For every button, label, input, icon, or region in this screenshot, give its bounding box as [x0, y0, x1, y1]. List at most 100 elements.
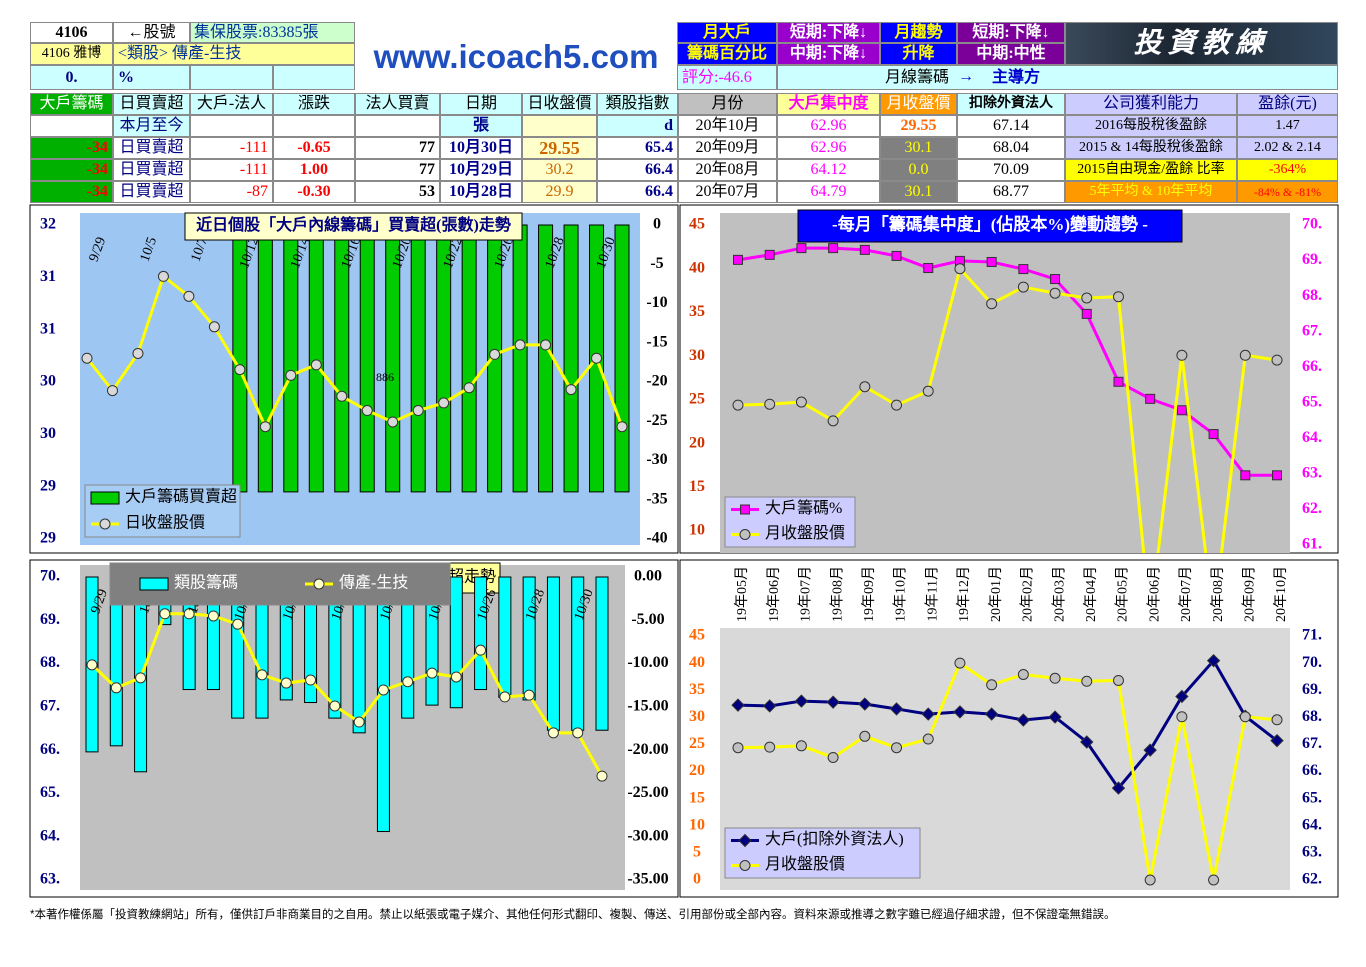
- x-tick-label: 19年09月: [861, 566, 877, 622]
- table-cell: 大戶籌碼: [30, 93, 113, 115]
- tick-label: 68.: [1302, 708, 1322, 725]
- point: [207, 610, 219, 622]
- table-cell: 30.1: [880, 137, 957, 159]
- tick-label: 30: [40, 425, 56, 442]
- point: [1081, 292, 1093, 304]
- table-cell: 扣除外資法人: [957, 93, 1065, 115]
- point: [280, 677, 292, 689]
- tick-label: 66.: [1302, 762, 1322, 779]
- bar: [461, 224, 477, 493]
- tick-label: 64.: [40, 827, 60, 844]
- table-cell: 20年08月: [678, 159, 777, 181]
- bar: [498, 576, 512, 698]
- point: [828, 243, 839, 254]
- chart-title: -每月「籌碼集中度」(佔股本%)變動趨勢 -: [832, 214, 1148, 234]
- legend-marker: [738, 833, 752, 848]
- point: [986, 679, 998, 691]
- point: [1271, 714, 1283, 726]
- holdings: 集保股票:83385張: [190, 22, 355, 43]
- point: [183, 608, 195, 620]
- point: [954, 263, 966, 275]
- tick-label: 63.: [1302, 844, 1322, 861]
- tick-label: 29: [40, 530, 56, 547]
- point: [891, 399, 903, 411]
- table-cell: 1.00: [273, 159, 355, 181]
- table-cell: 30.2: [522, 159, 597, 181]
- tick-label: 31: [40, 320, 56, 337]
- bar: [595, 576, 609, 731]
- table-cell: 65.4: [597, 137, 678, 159]
- tick-label: 15: [689, 789, 705, 806]
- point: [1176, 711, 1188, 723]
- tick-label: 40: [689, 654, 705, 671]
- tick-label: 65.: [1302, 789, 1322, 806]
- point: [921, 707, 935, 721]
- point: [1016, 713, 1031, 727]
- line: [90, 612, 604, 777]
- point: [310, 359, 322, 371]
- tick-label: 62.: [1302, 871, 1322, 888]
- table-cell: -34: [30, 159, 113, 181]
- x-tick-label: 19年06月: [766, 566, 782, 622]
- point: [1272, 470, 1282, 481]
- big-holder-label: 籌碼百分比: [677, 43, 777, 65]
- point: [1145, 393, 1156, 404]
- point: [540, 339, 552, 351]
- point: [732, 399, 744, 411]
- tick-label: -5.00: [631, 611, 664, 628]
- table-cell: 68.04: [957, 137, 1065, 159]
- point: [106, 385, 118, 397]
- table-cell: d: [597, 115, 678, 137]
- point: [1144, 874, 1156, 886]
- point: [1240, 470, 1251, 481]
- table-cell: 64.79: [777, 181, 880, 203]
- point: [1239, 349, 1251, 361]
- point: [859, 381, 871, 393]
- point: [1081, 675, 1093, 687]
- point: [1175, 689, 1189, 704]
- point: [463, 382, 475, 394]
- point: [208, 321, 220, 333]
- pct-unit: %: [113, 65, 190, 90]
- table-cell: 10月30日: [440, 137, 522, 159]
- blank-cell: [273, 65, 355, 90]
- tick-label: 30: [689, 708, 705, 725]
- point: [499, 691, 511, 703]
- point: [1080, 735, 1094, 749]
- point: [387, 416, 399, 428]
- table-cell: 64.12: [777, 159, 880, 181]
- table-cell: [522, 115, 597, 137]
- table-cell: -87: [190, 181, 273, 203]
- legend-marker: [739, 529, 751, 540]
- table-cell: [273, 115, 355, 137]
- point: [1017, 281, 1029, 293]
- table-cell: 類股指數: [597, 93, 678, 115]
- tick-label: 40: [689, 259, 705, 276]
- point: [157, 270, 169, 282]
- leader: 主導方: [992, 69, 1041, 86]
- point: [1206, 653, 1221, 668]
- table-cell: -34: [30, 181, 113, 203]
- table-cell: -34: [30, 137, 113, 159]
- point: [572, 727, 584, 739]
- x-tick-label: 20年04月: [1083, 566, 1099, 622]
- table-cell: 日收盤價: [522, 93, 597, 115]
- plot-area: [720, 213, 1290, 553]
- tick-label: 45: [689, 216, 705, 233]
- point: [353, 716, 365, 728]
- tick-label: 30: [40, 373, 56, 390]
- point: [1048, 710, 1062, 724]
- table-cell: 大戶-法人: [190, 93, 273, 115]
- line: [737, 265, 1278, 553]
- table-cell: -0.30: [273, 181, 355, 203]
- table-cell: 月份: [678, 93, 777, 115]
- x-tick-label: 20年05月: [1115, 566, 1131, 622]
- tick-label: 64.: [1302, 816, 1322, 833]
- legend-label: 月收盤股價: [765, 524, 845, 542]
- table-cell: 5年平均 & 10年平均: [1065, 181, 1237, 203]
- series-group: [85, 576, 609, 833]
- chart: 45 40 35 30 25 20 15 10 70. 69. 68. 67. 66. 65. 64. 63.…: [679, 204, 1339, 554]
- series-group: [732, 243, 1283, 553]
- big-holder-label: 月大戶: [677, 22, 777, 43]
